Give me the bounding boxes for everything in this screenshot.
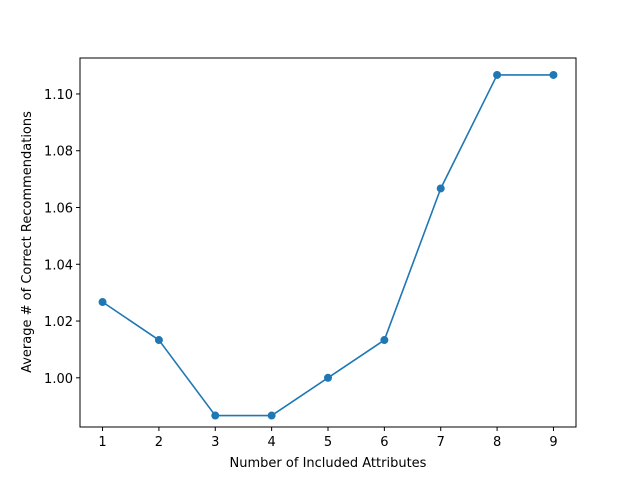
y-tick-label: 1.04 <box>44 258 73 273</box>
y-axis-label: Average # of Correct Recommendations <box>20 111 35 373</box>
x-tick-label: 1 <box>98 435 106 450</box>
x-tick-label: 2 <box>155 435 163 450</box>
x-axis: 1 2 3 4 5 6 7 8 9 <box>98 427 558 450</box>
y-tick-label: 1.02 <box>44 315 73 330</box>
plot-area <box>79 57 577 428</box>
axes-frame <box>79 57 577 428</box>
data-point <box>267 411 276 420</box>
x-tick-label: 5 <box>324 435 332 450</box>
x-tick-label: 8 <box>493 435 501 450</box>
data-point <box>211 411 220 420</box>
data-point <box>436 184 445 193</box>
series-layer <box>98 70 558 420</box>
y-tick-label: 1.00 <box>44 372 73 387</box>
data-point <box>549 70 558 79</box>
y-tick-label: 1.08 <box>44 145 73 160</box>
x-tick-label: 4 <box>267 435 275 450</box>
data-point <box>98 298 107 307</box>
y-tick-label: 1.10 <box>44 88 73 103</box>
y-axis: 1.00 1.02 1.04 1.06 1.08 1.10 <box>44 88 80 387</box>
x-axis-label: Number of Included Attributes <box>230 456 427 471</box>
x-tick-label: 3 <box>211 435 219 450</box>
data-point <box>154 336 163 345</box>
data-point <box>493 70 502 79</box>
x-tick-label: 9 <box>549 435 557 450</box>
x-tick-label: 7 <box>437 435 445 450</box>
data-point <box>324 373 332 382</box>
y-tick-label: 1.06 <box>44 202 73 217</box>
data-point <box>380 336 389 345</box>
x-tick-label: 6 <box>380 435 388 450</box>
series-line <box>102 74 554 417</box>
